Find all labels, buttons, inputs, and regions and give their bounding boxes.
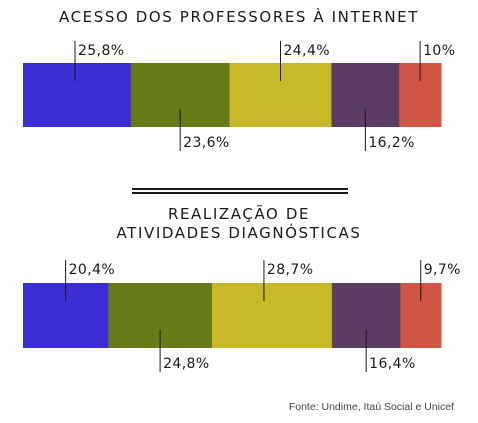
chart-1-data-label-3: 24,4% [283, 43, 329, 59]
source-note: Fonte: Undime, Itaú Social e Unicef [288, 401, 454, 413]
chart-2-data-label-4: 16,4% [369, 356, 415, 372]
chart-1-data-label-4: 16,2% [368, 135, 414, 151]
section-divider [132, 188, 348, 194]
chart-2-data-label-3: 28,7% [267, 262, 313, 278]
chart-2-data-label-2: 24,8% [163, 356, 209, 372]
chart-1-data-label-2: 23,6% [183, 135, 229, 151]
chart-2-data-label-1: 20,4% [69, 262, 115, 278]
chart-2-data-label-5: 9,7% [424, 262, 461, 278]
chart-1-title: ACESSO DOS PROFESSORES À INTERNET [58, 8, 420, 26]
chart-2-title: REALIZAÇÃO DE ATIVIDADES DIAGNÓSTICAS [0, 205, 478, 243]
chart-1-data-label-1: 25,8% [78, 43, 124, 59]
chart-2-bar-segment-3 [211, 283, 333, 348]
chart-1-bar-segment-1 [23, 63, 132, 127]
chart-2-title-line-2: ATIVIDADES DIAGNÓSTICAS [116, 224, 362, 242]
chart-2-title-line-1: REALIZAÇÃO DE [167, 205, 311, 223]
chart-1-data-label-5: 10% [423, 43, 455, 59]
